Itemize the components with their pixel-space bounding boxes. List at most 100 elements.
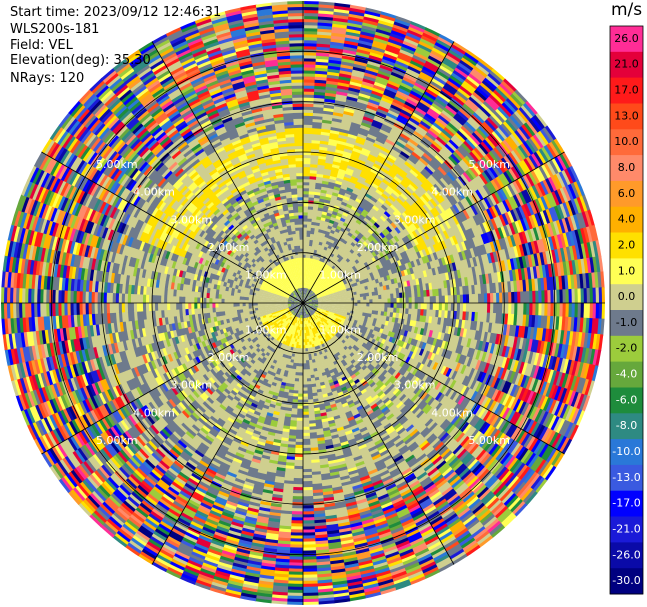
velocity-cell <box>315 219 321 224</box>
velocity-cell <box>410 181 420 191</box>
velocity-cell <box>418 172 428 182</box>
velocity-cell <box>497 85 512 99</box>
velocity-cell <box>333 154 343 161</box>
velocity-cell <box>373 191 382 199</box>
velocity-cell <box>396 155 407 165</box>
velocity-cell <box>391 178 401 186</box>
velocity-cell <box>303 51 318 56</box>
velocity-cell <box>453 179 463 190</box>
velocity-cell <box>303 175 311 180</box>
velocity-cell <box>358 224 365 231</box>
velocity-cell <box>420 68 436 79</box>
velocity-cell <box>401 106 415 116</box>
velocity-cell <box>390 104 403 113</box>
velocity-cell <box>319 282 323 286</box>
velocity-cell <box>449 46 466 58</box>
velocity-cell <box>493 128 506 143</box>
velocity-cell <box>368 153 378 161</box>
velocity-cell <box>357 95 371 103</box>
velocity-cell <box>468 303 473 313</box>
velocity-cell <box>332 188 340 194</box>
velocity-cell <box>359 222 367 229</box>
velocity-cell <box>353 63 368 70</box>
velocity-cell <box>328 56 343 62</box>
velocity-cell <box>452 192 461 204</box>
velocity-cell <box>365 7 383 15</box>
velocity-cell <box>313 285 317 289</box>
velocity-cell <box>401 211 410 220</box>
velocity-cell <box>312 115 324 120</box>
velocity-cell <box>389 130 401 139</box>
velocity-cell <box>377 70 392 78</box>
velocity-cell <box>475 63 491 77</box>
velocity-cell <box>407 171 417 180</box>
velocity-cell <box>383 161 393 170</box>
velocity-cell <box>487 293 491 304</box>
velocity-cell <box>388 168 398 177</box>
velocity-cell <box>349 4 368 11</box>
velocity-cell <box>311 133 322 138</box>
velocity-cell <box>389 106 402 115</box>
velocity-cell <box>314 268 318 273</box>
velocity-cell <box>518 106 532 122</box>
velocity-cell <box>378 102 392 111</box>
velocity-cell <box>345 142 356 149</box>
velocity-cell <box>309 270 312 274</box>
velocity-cell <box>427 55 444 66</box>
velocity-cell <box>479 82 495 95</box>
velocity-cell <box>401 202 410 211</box>
velocity-cell <box>309 236 314 241</box>
velocity-cell <box>361 235 368 242</box>
velocity-cell <box>343 229 350 235</box>
velocity-cell <box>303 208 309 213</box>
velocity-cell <box>495 87 510 101</box>
velocity-cell <box>378 152 389 160</box>
velocity-cell <box>345 98 358 105</box>
velocity-cell <box>478 58 495 72</box>
velocity-cell <box>376 247 383 254</box>
velocity-cell <box>309 294 313 297</box>
velocity-cell <box>355 104 368 111</box>
velocity-cell <box>330 38 346 44</box>
velocity-cell <box>333 105 346 112</box>
velocity-cell <box>424 165 435 176</box>
velocity-cell <box>401 130 413 139</box>
velocity-cell <box>307 254 311 259</box>
velocity-cell <box>450 153 461 165</box>
velocity-cell <box>315 179 323 184</box>
velocity-cell <box>419 195 429 205</box>
velocity-cell <box>342 198 349 204</box>
velocity-cell <box>446 79 461 92</box>
velocity-cell <box>352 170 362 177</box>
velocity-cell <box>378 303 382 308</box>
velocity-cell <box>309 260 312 265</box>
velocity-cell <box>365 66 380 74</box>
velocity-cell <box>375 241 382 249</box>
velocity-cell <box>377 131 389 140</box>
velocity-cell <box>357 192 366 199</box>
velocity-cell <box>393 303 398 309</box>
velocity-cell <box>346 28 362 35</box>
velocity-cell <box>303 124 314 129</box>
velocity-cell <box>488 114 502 128</box>
velocity-cell <box>312 274 316 279</box>
velocity-cell <box>395 173 405 182</box>
velocity-cell <box>343 148 354 154</box>
velocity-cell <box>407 65 422 75</box>
velocity-cell <box>306 291 309 295</box>
velocity-cell <box>349 229 355 235</box>
velocity-cell <box>340 159 350 166</box>
velocity-cell <box>369 127 380 135</box>
velocity-cell <box>338 219 345 226</box>
velocity-cell <box>452 69 468 82</box>
velocity-cell <box>312 118 323 123</box>
velocity-cell <box>309 290 313 294</box>
velocity-cell <box>377 197 386 205</box>
velocity-cell <box>431 77 446 89</box>
velocity-cell <box>455 163 466 175</box>
velocity-cell <box>421 136 434 147</box>
velocity-cell <box>455 112 468 125</box>
velocity-cell <box>362 22 379 30</box>
velocity-cell <box>438 150 450 161</box>
velocity-cell <box>310 163 319 168</box>
